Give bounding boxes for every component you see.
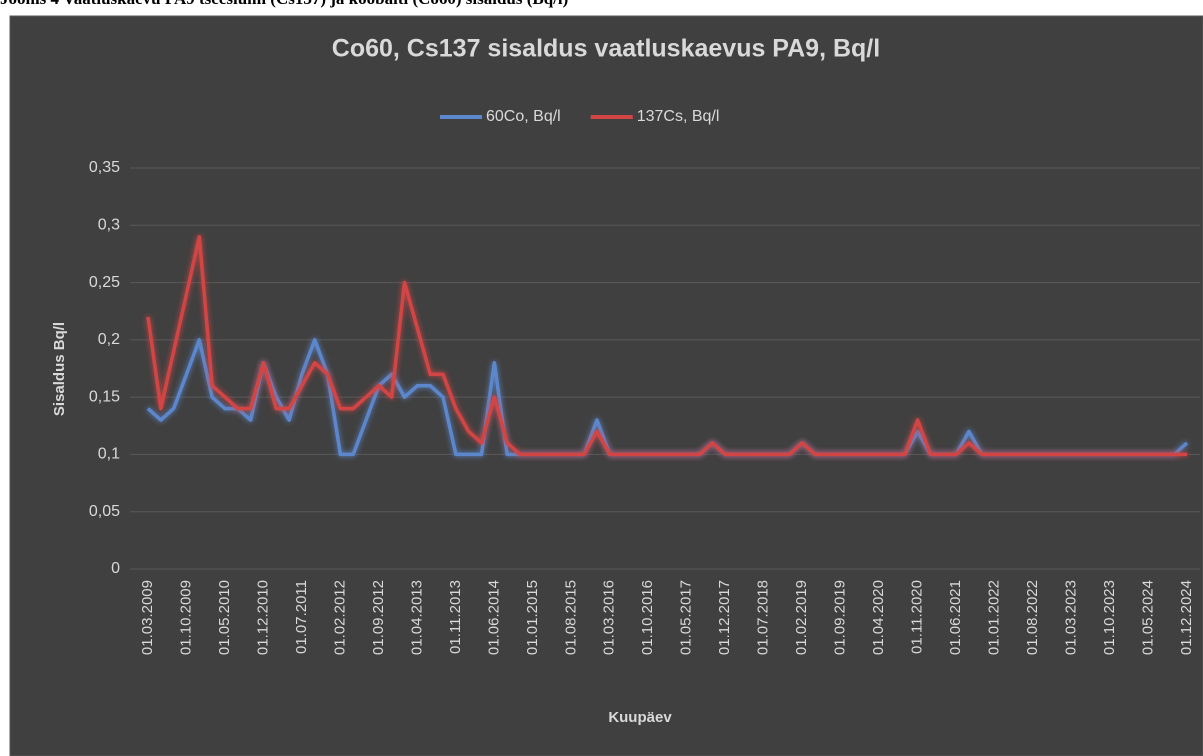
x-tick-label: 01.05.2017 — [678, 580, 695, 655]
x-tick-label: 01.09.2012 — [370, 580, 387, 655]
y-tick-label: 0,35 — [89, 159, 120, 176]
x-tick-label: 01.04.2020 — [870, 580, 887, 655]
x-tick-label: 01.03.2009 — [139, 580, 156, 655]
x-tick-label: 01.05.2010 — [216, 580, 233, 655]
x-tick-label: 01.02.2019 — [793, 580, 810, 655]
chart-title: Co60, Cs137 sisaldus vaatluskaevus PA9, … — [332, 35, 880, 63]
x-tick-label: 01.03.2016 — [601, 580, 618, 655]
x-tick-label: 01.11.2020 — [909, 580, 926, 654]
y-tick-label: 0,3 — [98, 217, 120, 234]
x-axis-title: Kuupäev — [608, 709, 672, 726]
x-tick-label: 01.06.2014 — [485, 580, 502, 655]
y-tick-label: 0,1 — [98, 446, 120, 463]
x-tick-label: 01.04.2013 — [408, 580, 425, 655]
y-tick-label: 0,15 — [89, 388, 120, 405]
y-tick-label: 0,25 — [89, 274, 120, 291]
x-tick-label: 01.10.2016 — [639, 580, 656, 655]
x-tick-label: 01.06.2021 — [947, 580, 964, 655]
y-axis-title: Sisaldus Bq/l — [51, 322, 68, 416]
legend-label: 137Cs, Bq/l — [637, 108, 720, 125]
legend-label: 60Co, Bq/l — [486, 108, 561, 125]
x-tick-label: 01.10.2023 — [1101, 580, 1118, 655]
y-tick-label: 0 — [111, 560, 120, 577]
x-tick-label: 01.09.2019 — [832, 580, 849, 655]
y-tick-label: 0,05 — [89, 503, 120, 520]
x-tick-label: 01.08.2015 — [562, 580, 579, 655]
y-tick-label: 0,2 — [98, 331, 120, 348]
x-tick-label: 01.02.2012 — [331, 580, 348, 655]
x-tick-label: 01.07.2011 — [293, 580, 310, 654]
x-tick-label: 01.05.2024 — [1139, 580, 1156, 655]
x-tick-label: 01.01.2015 — [524, 580, 541, 655]
x-tick-label: 01.01.2022 — [986, 580, 1003, 655]
x-tick-label: 01.12.2017 — [716, 580, 733, 655]
x-tick-label: 01.07.2018 — [755, 580, 772, 655]
x-tick-label: 01.08.2022 — [1024, 580, 1041, 655]
x-tick-label: 01.10.2009 — [177, 580, 194, 655]
x-tick-label: 01.12.2010 — [254, 580, 271, 655]
series-line — [146, 234, 1187, 457]
legend: 60Co, Bq/l 137Cs, Bq/l — [440, 108, 719, 125]
x-tick-label: 01.12.2024 — [1178, 580, 1195, 655]
x-tick-label: 01.03.2023 — [1063, 580, 1080, 655]
x-tick-label: 01.11.2013 — [447, 580, 464, 654]
figure-caption: Joonis 4 Vaatluskaevu PA9 tseesiumi (Cs1… — [0, 0, 568, 9]
